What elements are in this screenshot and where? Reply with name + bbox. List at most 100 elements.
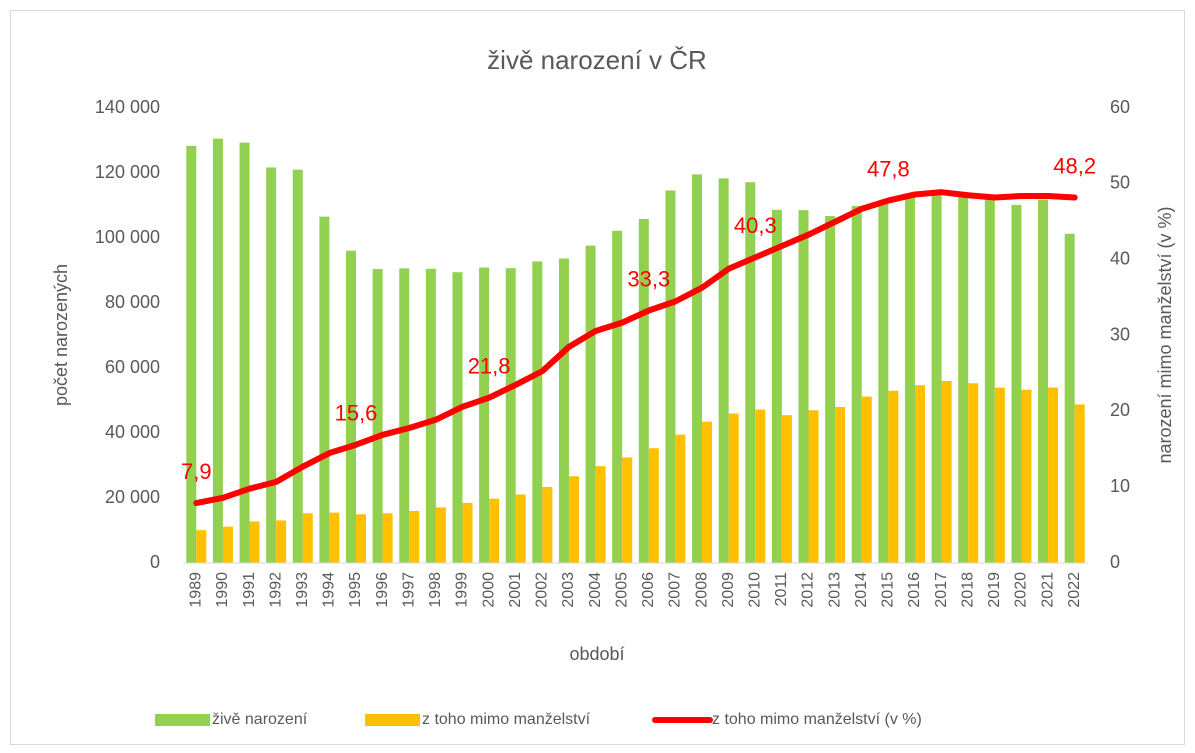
bar xyxy=(356,514,367,563)
data-label: 7,9 xyxy=(181,459,212,484)
x-tick-label: 1993 xyxy=(294,572,311,608)
bar xyxy=(825,216,836,563)
bar xyxy=(728,413,739,563)
bar xyxy=(372,269,383,563)
bar xyxy=(196,530,207,563)
legend-label: z toho mimo manželství (v %) xyxy=(712,711,922,728)
x-tick-label: 2003 xyxy=(560,572,577,608)
y2-tick-label: 40 xyxy=(1110,248,1130,268)
x-tick-label: 2009 xyxy=(720,572,737,608)
bar xyxy=(665,190,676,564)
x-tick-label: 2022 xyxy=(1066,572,1083,608)
bar xyxy=(266,167,277,564)
bar xyxy=(675,434,686,563)
x-tick-label: 1997 xyxy=(400,572,417,608)
bar xyxy=(239,142,250,564)
x-tick-label: 2020 xyxy=(1013,572,1030,608)
x-tick-label: 2019 xyxy=(986,572,1003,608)
bar xyxy=(958,192,969,563)
x-tick-label: 2017 xyxy=(933,572,950,608)
y-tick-label: 60 000 xyxy=(105,357,160,377)
bar xyxy=(462,502,473,563)
x-tick-label: 1994 xyxy=(321,572,338,608)
legend-marker xyxy=(365,714,420,726)
data-label: 48,2 xyxy=(1053,153,1096,178)
x-tick-label: 2011 xyxy=(773,572,790,607)
bar xyxy=(1064,233,1075,563)
bar xyxy=(302,513,313,563)
bar xyxy=(888,390,899,563)
y-axis-title: počet narozených xyxy=(51,264,71,406)
x-tick-label: 2007 xyxy=(667,572,684,608)
bar xyxy=(808,410,819,563)
bar xyxy=(558,258,569,563)
bar xyxy=(994,387,1005,563)
bar xyxy=(745,182,756,563)
x-tick-label: 2018 xyxy=(959,572,976,608)
x-tick-label: 2008 xyxy=(693,572,710,608)
data-label: 47,8 xyxy=(867,156,910,181)
bar xyxy=(718,178,729,563)
bar xyxy=(861,396,872,563)
x-tick-label: 2010 xyxy=(746,572,763,608)
bar xyxy=(532,261,543,563)
bar xyxy=(835,407,846,563)
line xyxy=(193,189,1078,507)
bar xyxy=(612,230,623,563)
x-tick-label: 2013 xyxy=(826,572,843,608)
bar xyxy=(346,250,357,563)
bar xyxy=(382,513,393,563)
y-tick-label: 100 000 xyxy=(95,227,160,247)
bar xyxy=(755,409,766,563)
bar xyxy=(425,268,436,563)
bar xyxy=(1048,387,1059,563)
y-tick-label: 120 000 xyxy=(95,162,160,182)
y2-tick-label: 60 xyxy=(1110,97,1130,117)
bar xyxy=(638,219,649,563)
bar xyxy=(798,210,809,564)
x-tick-label: 2001 xyxy=(507,572,524,608)
bar xyxy=(1038,199,1049,564)
bar xyxy=(904,196,915,563)
bar xyxy=(399,268,410,563)
bar xyxy=(692,174,703,563)
bar xyxy=(435,507,446,563)
bar xyxy=(568,476,579,563)
y-tick-label: 40 000 xyxy=(105,422,160,442)
bar xyxy=(329,512,340,563)
bar xyxy=(941,381,952,563)
y-tick-label: 80 000 xyxy=(105,292,160,312)
bar xyxy=(771,209,782,563)
y2-tick-label: 50 xyxy=(1110,173,1130,193)
bar xyxy=(595,466,606,563)
x-tick-label: 2005 xyxy=(613,572,630,608)
bar xyxy=(479,267,490,563)
data-label: 15,6 xyxy=(335,401,378,426)
y2-axis-title: narození mimo manželství (v %) xyxy=(1155,206,1175,463)
y-tick-label: 140 000 xyxy=(95,97,160,117)
bar xyxy=(319,216,330,563)
y-tick-label: 0 xyxy=(150,552,160,572)
bar xyxy=(648,448,659,563)
bar xyxy=(292,169,303,563)
y2-tick-label: 10 xyxy=(1110,476,1130,496)
x-tick-label: 1991 xyxy=(241,572,258,608)
bar xyxy=(914,385,925,563)
y2-tick-label: 30 xyxy=(1110,324,1130,344)
bar xyxy=(489,498,500,563)
bar xyxy=(186,145,197,563)
x-tick-label: 1996 xyxy=(374,572,391,608)
data-label: 21,8 xyxy=(468,353,511,378)
x-tick-label: 2021 xyxy=(1039,572,1056,608)
bar xyxy=(1021,389,1032,563)
bar xyxy=(781,415,792,563)
bar xyxy=(249,521,260,563)
x-tick-label: 2006 xyxy=(640,572,657,608)
bar xyxy=(222,526,233,563)
bar xyxy=(851,205,862,563)
bar xyxy=(542,486,553,563)
bar xyxy=(931,191,942,563)
bar xyxy=(878,203,889,563)
y2-tick-label: 0 xyxy=(1110,552,1120,572)
